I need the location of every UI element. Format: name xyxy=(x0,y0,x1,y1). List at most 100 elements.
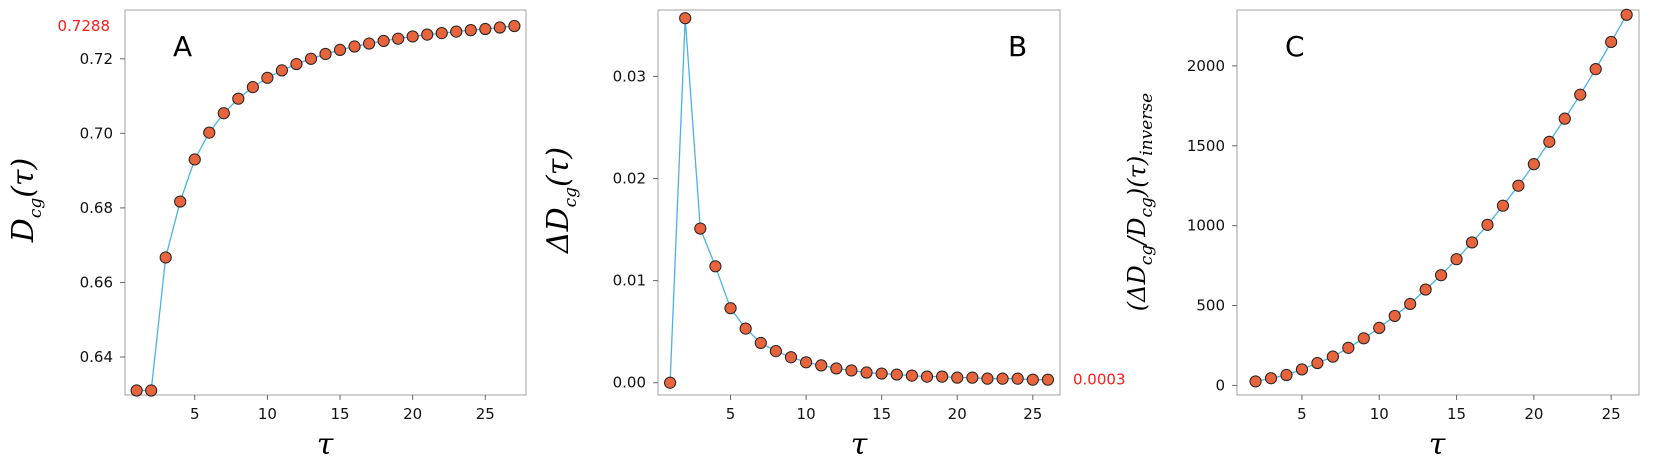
panel-b-data-point xyxy=(905,369,918,382)
panel-c-data-point xyxy=(1543,135,1556,148)
panel-b-y-tick-label: 0.02 xyxy=(613,170,646,188)
panel-b-data-point xyxy=(739,322,752,335)
panel-a-data-point xyxy=(145,384,158,397)
panel-c-data-point xyxy=(1434,269,1448,282)
panel-a-data-point xyxy=(435,27,448,40)
panel-b-data-point xyxy=(815,359,828,372)
panel-b-data-point xyxy=(709,260,722,273)
panel-a-label: A xyxy=(173,30,192,63)
panel-b-y-axis-label: ΔDcg(τ) xyxy=(541,147,581,254)
panel-b-data-point xyxy=(860,366,873,379)
panel-a-data-point xyxy=(392,32,405,45)
panel-c-data-point xyxy=(1496,199,1510,212)
panel-b-data-point xyxy=(875,367,888,380)
panel-b-data-point xyxy=(951,371,964,384)
panel-c-data-point xyxy=(1450,253,1463,266)
panel-a-x-tick-label: 10 xyxy=(258,405,277,423)
panel-b-data-point xyxy=(981,372,994,385)
panel-c-y-tick-label: 1500 xyxy=(1187,137,1225,155)
panel-a-y-tick-label: 0.70 xyxy=(80,124,113,142)
panel-b-data-point xyxy=(784,351,798,364)
panel-c-x-axis-label: τ xyxy=(1429,427,1446,461)
panel-c-data-point xyxy=(1264,372,1278,385)
panel-a-data-point xyxy=(421,28,434,41)
panel-c-data-point xyxy=(1373,321,1386,335)
panel-c-data-point xyxy=(1280,368,1293,382)
panel-c-data-point xyxy=(1620,8,1633,21)
panel-c-x-tick-label: 10 xyxy=(1370,405,1389,423)
panel-c-y-tick-label: 500 xyxy=(1196,297,1225,315)
panel-c-data-point xyxy=(1419,283,1432,296)
panel-b-ticks: 5 10 15 20 25 0.00 0.01 0.02 0.03 0.0003 xyxy=(613,67,1126,423)
panel-c-data-point xyxy=(1388,309,1401,323)
panel-c-data-point xyxy=(1357,332,1370,345)
panel-c-data-point xyxy=(1512,179,1525,192)
panel-b-highlight-tick-label: 0.0003 xyxy=(1073,371,1126,389)
panel-c-series-line xyxy=(1255,14,1628,383)
panel-c-data-point xyxy=(1295,363,1309,376)
panel-c-data-point xyxy=(1558,112,1571,125)
panel-a-y-tick-label: 0.64 xyxy=(80,348,113,366)
panel-b-data-point xyxy=(694,222,707,235)
panel-a-x-tick-label: 20 xyxy=(403,405,422,423)
panel-b-data-point xyxy=(663,376,677,389)
panel-a-data-point xyxy=(377,34,390,48)
panel-a-data-point xyxy=(290,57,303,71)
panel-a-data-point xyxy=(203,126,216,139)
panel-b-y-tick-label: 0.01 xyxy=(613,272,646,290)
panel-b-y-tick-label: 0.03 xyxy=(613,67,646,85)
panel-a-x-axis-label: τ xyxy=(317,427,334,461)
panel-c-y-tick-label: 1000 xyxy=(1187,217,1225,235)
panel-a-data-point xyxy=(275,64,289,77)
panel-b-data-point xyxy=(830,362,843,375)
panel-a-x-tick-label: 25 xyxy=(476,405,495,423)
panel-b-data-point xyxy=(800,356,813,369)
panel-b-data-point xyxy=(996,372,1009,385)
panel-a-data-point xyxy=(319,47,332,61)
panel-a-data-point xyxy=(304,52,318,65)
panel-a-data-point xyxy=(217,107,230,120)
panel-b-x-axis-label: τ xyxy=(851,427,868,461)
panel-a-data-point xyxy=(464,24,477,37)
panel-c-data-point xyxy=(1342,341,1355,354)
panel-a-data-point xyxy=(348,40,361,53)
panel-a-data-point xyxy=(362,37,376,50)
panel-c-y-tick-label: 0 xyxy=(1215,376,1225,394)
panel-a-data-point xyxy=(188,153,201,166)
panel-c-label: C xyxy=(1285,30,1305,63)
panel-a-data-point xyxy=(246,81,259,94)
panel-b-x-tick-label: 15 xyxy=(872,405,891,423)
panel-b-data-point xyxy=(769,344,782,358)
panel-b-x-tick-label: 20 xyxy=(948,405,967,423)
panel-b-x-tick-label: 5 xyxy=(726,405,736,423)
panel-b-data-point xyxy=(890,368,903,381)
panel-a-y-tick-label: 0.72 xyxy=(80,50,113,68)
panel-b-data-point xyxy=(724,302,737,315)
panel-b-x-tick-label: 10 xyxy=(797,405,816,423)
panel-c-data-point xyxy=(1605,35,1618,49)
panel-a-data-point xyxy=(232,92,245,105)
panel-a-y-tick-label: 0.66 xyxy=(80,273,113,291)
panel-a: A 5 10 15 20 250.640.660.680.700.720.7288 τ … xyxy=(6,9,527,461)
panel-b: B 5 10 15 20 25 0.00 0.01 0.02 0.03 0.0003 τ ΔDcg… xyxy=(541,9,1126,461)
panel-a-frame xyxy=(124,9,527,396)
panel-a-highlight-tick-label: 0.7288 xyxy=(58,17,111,35)
panel-c-x-tick-label: 5 xyxy=(1297,405,1307,423)
panel-a-data-point xyxy=(333,43,347,56)
panel-b-data-point xyxy=(936,370,949,383)
panel-a-ticks: 5 10 15 20 25 0.64 0.66 0.68 0.70 0.72 0.7288 xyxy=(58,17,495,423)
panel-c-x-tick-label: 25 xyxy=(1602,405,1621,423)
panel-a-data-point xyxy=(450,25,463,38)
panel-c-data-point xyxy=(1465,236,1479,249)
panel-c-x-tick-label: 15 xyxy=(1447,405,1466,423)
panel-b-x-tick-label: 25 xyxy=(1023,405,1042,423)
panel-c: C 5 10 15 20 25 0 500 1000 1500 2000 τ (ΔDcg/Dcg)… xyxy=(1123,8,1640,461)
panel-a-data-point xyxy=(174,195,187,208)
panel-a-data-point xyxy=(406,30,419,43)
panel-a-marks xyxy=(130,19,521,397)
panel-c-ticks: 5 10 15 20 25 0 500 1000 1500 2000 xyxy=(1187,57,1621,423)
panel-b-marks xyxy=(663,12,1055,389)
panel-a-data-point xyxy=(479,22,492,36)
panel-b-label: B xyxy=(1008,30,1027,63)
